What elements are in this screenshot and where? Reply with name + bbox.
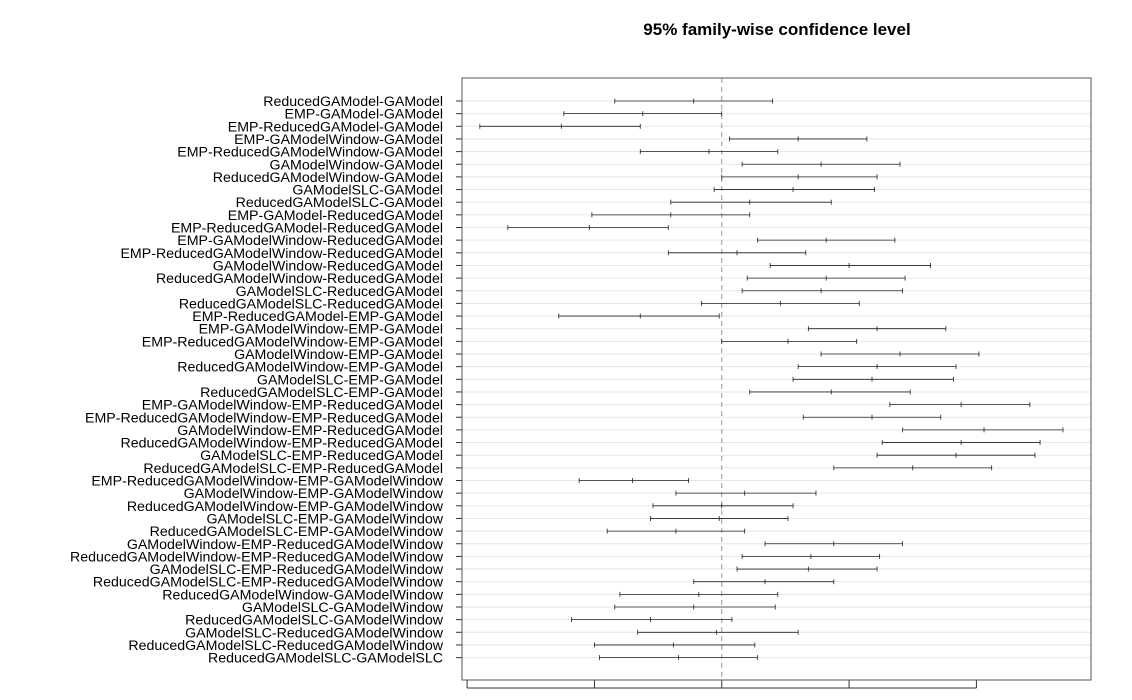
ci-interval (833, 465, 993, 471)
ci-interval (746, 275, 906, 281)
comparison-label: GAModelSLC-EMP-ReducedGAModel (200, 448, 443, 464)
comparison-label: EMP-GAModelWindow-GAModel (234, 132, 443, 148)
comparison-label: ReducedGAModelWindow-EMP-ReducedGAModel (120, 436, 443, 452)
plot-frame (461, 77, 1092, 681)
comparison-label: EMP-GAModel-ReducedGAModel (228, 208, 443, 224)
comparison-label: EMP-ReducedGAModel-EMP-GAModel (192, 309, 443, 325)
comparison-label: GAModelWindow-EMP-ReducedGAModel (177, 423, 443, 439)
comparison-label: GAModelWindow-EMP-GAModelWindow (184, 486, 444, 502)
comparison-label: GAModelSLC-GAModelWindow (242, 600, 444, 616)
comparison-label: ReducedGAModelSLC-GAModelWindow (185, 613, 444, 629)
comparison-label: GAModelSLC-EMP-ReducedGAModelWindow (150, 562, 444, 578)
chart-title: 95% family-wise confidence level (643, 20, 910, 39)
comparison-label: ReducedGAModelWindow-EMP-ReducedGAModelW… (70, 549, 444, 565)
ci-interval (889, 402, 1031, 408)
comparison-label: GAModelWindow-GAModel (270, 157, 443, 173)
ci-interval (876, 452, 1036, 458)
grid-lines (462, 100, 1091, 659)
ci-interval (594, 642, 756, 648)
comparison-label: EMP-GAModel-GAModel (285, 107, 443, 123)
comparison-label: ReducedGAModelWindow-ReducedGAModel (156, 271, 443, 287)
ci-interval (769, 262, 931, 268)
ci-interval (721, 174, 878, 180)
comparison-label: ReducedGAModelWindow-EMP-GAModel (177, 360, 443, 376)
ci-interval (802, 414, 942, 420)
ci-interval (721, 338, 858, 344)
comparison-label: ReducedGAModelSLC-GAModelSLC (208, 651, 443, 667)
ci-interval (713, 187, 875, 193)
comparison-label: EMP-ReducedGAModelWindow-ReducedGAModel (120, 246, 443, 262)
ci-interval (736, 566, 878, 572)
comparison-label: EMP-ReducedGAModelWindow-EMP-ReducedGAMo… (85, 410, 443, 426)
ci-interval (693, 579, 835, 585)
comparison-label: EMP-ReducedGAModel-ReducedGAModel (171, 221, 443, 237)
comparison-label: EMP-GAModelWindow-EMP-GAModel (199, 322, 443, 338)
comparison-label: GAModelSLC-EMP-GAModelWindow (206, 511, 443, 527)
comparison-label: ReducedGAModelSLC-GAModel (236, 195, 443, 211)
ci-interval (728, 136, 868, 142)
comparison-label: EMP-ReducedGAModelWindow-EMP-GAModel (142, 334, 443, 350)
comparison-label: GAModelWindow-EMP-ReducedGAModelWindow (127, 537, 444, 553)
ci-interval (675, 490, 817, 496)
comparison-label: GAModelWindow-EMP-GAModel (234, 347, 443, 363)
ci-interval (757, 237, 896, 243)
comparison-label: ReducedGAModelSLC-EMP-GAModel (200, 385, 443, 401)
comparison-label: ReducedGAModelWindow-EMP-GAModelWindow (127, 499, 444, 515)
comparison-label: GAModelSLC-GAModel (292, 183, 443, 199)
comparison-label: EMP-ReducedGAModelWindow-GAModel (177, 145, 443, 161)
comparison-label: ReducedGAModelWindow-GAModel (213, 170, 443, 186)
ci-interval (820, 351, 980, 357)
ci-interval (578, 478, 690, 483)
comparison-label: ReducedGAModelSLC-EMP-ReducedGAModel (143, 461, 443, 477)
ci-interval (639, 149, 779, 155)
ci-interval (637, 629, 799, 635)
ci-interval (652, 503, 794, 509)
ci-interval (741, 553, 881, 559)
comparison-label: ReducedGAModelSLC-EMP-ReducedGAModelWind… (93, 575, 444, 591)
comparison-label: GAModelSLC-EMP-GAModel (257, 372, 443, 388)
ci-interval (741, 288, 903, 294)
comparison-label: ReducedGAModelSLC-ReducedGAModel (179, 296, 443, 312)
comparison-label: EMP-GAModelWindow-ReducedGAModel (177, 233, 443, 249)
ci-interval (563, 111, 723, 117)
ci-interval (606, 528, 746, 534)
ci-interval (670, 199, 832, 205)
ci-interval (749, 389, 911, 395)
comparison-label: EMP-ReducedGAModel-GAModel (228, 119, 443, 135)
ci-interval (797, 364, 957, 370)
comparison-label: ReducedGAModelSLC-ReducedGAModelWindow (128, 638, 443, 654)
comparison-label: GAModelSLC-ReducedGAModelWindow (185, 625, 444, 641)
comparison-label: GAModelSLC-ReducedGAModel (236, 284, 443, 300)
ci-interval (650, 515, 789, 521)
ci-interval (792, 376, 954, 382)
ci-interval (479, 123, 641, 129)
comparison-label: ReducedGAModelWindow-GAModelWindow (162, 587, 443, 603)
ci-interval (881, 440, 1041, 446)
ci-interval (507, 225, 669, 230)
ci-interval (764, 541, 903, 547)
confidence-intervals (479, 98, 1064, 661)
ci-interval (619, 591, 779, 597)
x-axis (466, 680, 977, 689)
ci-interval (807, 326, 947, 332)
ci-interval (667, 250, 807, 256)
ci-interval (700, 300, 860, 306)
ci-interval (614, 604, 776, 610)
comparison-label: EMP-ReducedGAModelWindow-EMP-GAModelWind… (91, 474, 443, 490)
comparison-label: EMP-GAModelWindow-EMP-ReducedGAModel (142, 398, 443, 414)
ci-interval (614, 98, 774, 104)
ci-interval (558, 313, 720, 319)
ci-interval (741, 161, 901, 167)
comparison-label: ReducedGAModelSLC-EMP-GAModelWindow (150, 524, 444, 540)
comparison-label: ReducedGAModel-GAModel (263, 94, 443, 110)
ci-interval (599, 655, 758, 661)
ci-interval (571, 617, 733, 623)
ci-interval (591, 212, 751, 218)
comparison-labels: ReducedGAModel-GAModelEMP-GAModel-GAMode… (70, 94, 462, 667)
comparison-label: GAModelWindow-ReducedGAModel (213, 258, 443, 274)
ci-interval (902, 427, 1064, 433)
